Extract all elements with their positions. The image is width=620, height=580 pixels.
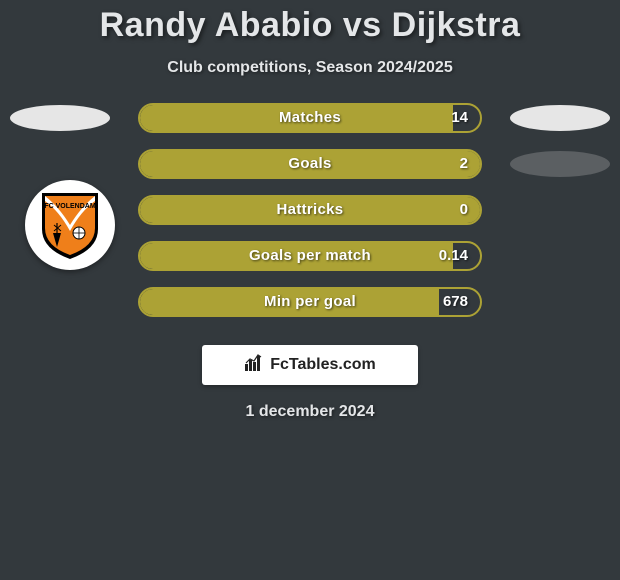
stat-label: Goals: [140, 155, 480, 172]
stat-value: 2: [460, 155, 468, 172]
page-subtitle: Club competitions, Season 2024/2025: [0, 59, 620, 77]
attribution-badge: FcTables.com: [202, 345, 418, 385]
club-logo: FC VOLENDAM: [25, 180, 115, 270]
stat-value: 678: [443, 293, 468, 310]
stat-bar: Goals2: [138, 149, 482, 179]
right-player-oval: [510, 151, 610, 177]
stat-row: Matches14: [0, 105, 620, 151]
stat-value: 14: [451, 109, 468, 126]
stat-value: 0.14: [439, 247, 468, 264]
stat-row: Min per goal678: [0, 289, 620, 335]
stat-label: Hattricks: [140, 201, 480, 218]
stat-bar: Hattricks0: [138, 195, 482, 225]
right-player-oval: [510, 105, 610, 131]
stat-label: Min per goal: [140, 293, 480, 310]
stat-value: 0: [460, 201, 468, 218]
attribution-text: FcTables.com: [270, 356, 376, 374]
date-label: 1 december 2024: [0, 403, 620, 421]
stat-label: Matches: [140, 109, 480, 126]
stat-label: Goals per match: [140, 247, 480, 264]
chart-bars-icon: [244, 354, 264, 377]
svg-text:FC VOLENDAM: FC VOLENDAM: [44, 203, 96, 210]
page-title: Randy Ababio vs Dijkstra: [0, 0, 620, 45]
stat-bar: Goals per match0.14: [138, 241, 482, 271]
stat-bar: Min per goal678: [138, 287, 482, 317]
left-player-oval: [10, 105, 110, 131]
stat-bar: Matches14: [138, 103, 482, 133]
club-shield-icon: FC VOLENDAM: [39, 189, 101, 261]
